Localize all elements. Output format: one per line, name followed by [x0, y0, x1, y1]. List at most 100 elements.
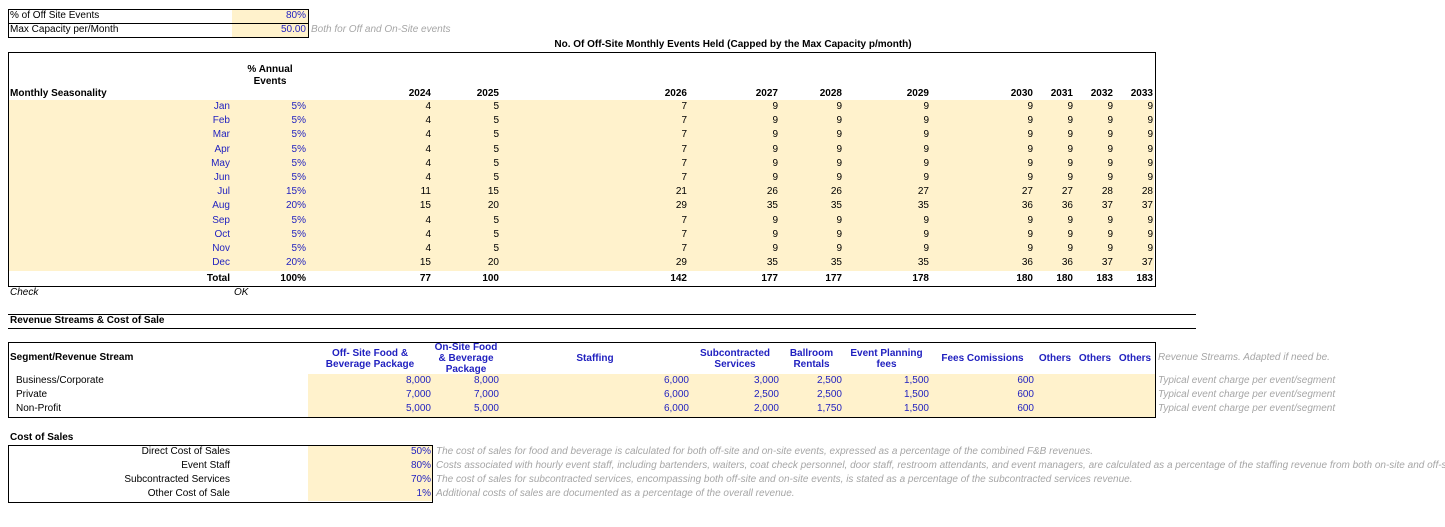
year-header: 2028	[819, 88, 842, 99]
event-count: 9	[1067, 214, 1073, 226]
revenue-value: 7,000	[473, 389, 499, 400]
revenue-value: 600	[1017, 375, 1034, 386]
event-count: 9	[836, 172, 842, 183]
month: Jun	[213, 172, 230, 183]
event-count: 36	[1061, 257, 1073, 269]
event-count: 9	[923, 143, 929, 155]
event-count: 5	[493, 243, 499, 254]
event-count: 9	[772, 115, 778, 127]
revenue-value: 2,500	[816, 389, 842, 400]
revenue-value: 2,500	[816, 375, 842, 386]
event-count: 9	[1067, 101, 1073, 112]
event-count: 9	[1147, 143, 1153, 155]
year-header: 2031	[1050, 88, 1073, 99]
event-count: 7	[681, 214, 687, 226]
event-count: 4	[425, 214, 431, 226]
event-count: 9	[836, 214, 842, 226]
event-count: 35	[830, 257, 842, 269]
event-count: 7	[681, 115, 687, 127]
revenue-value: 1,500	[903, 389, 929, 400]
month: Aug	[212, 200, 230, 212]
event-count: 9	[772, 143, 778, 155]
event-count: 15	[487, 186, 499, 198]
event-count: 5	[493, 228, 499, 240]
event-count: 5	[493, 214, 499, 226]
revenue-value: 8,000	[405, 375, 431, 386]
event-count: 9	[772, 214, 778, 226]
event-count: 9	[1147, 214, 1153, 226]
segment: Non-Profit	[16, 403, 62, 414]
revenue-value: 600	[1017, 403, 1034, 414]
input-note: Both for Off and On-Site events	[311, 24, 451, 35]
event-count: 35	[830, 200, 842, 212]
event-count: 37	[1101, 257, 1113, 269]
revenue-value: 6,000	[663, 375, 689, 386]
revenue-cells	[308, 374, 1155, 417]
segment-note: Typical event charge per event/segment	[1158, 375, 1336, 386]
event-count: 9	[923, 214, 929, 226]
cost-value: 50%	[410, 446, 431, 457]
event-count: 4	[425, 143, 431, 155]
month: Feb	[212, 115, 230, 127]
event-count: 9	[1147, 129, 1153, 141]
event-count: 9	[836, 101, 842, 112]
revenue-header: Fees Comissions	[941, 353, 1024, 364]
event-count: 5	[493, 143, 499, 155]
event-count: 9	[772, 172, 778, 183]
month: Apr	[214, 143, 230, 155]
cost-label: Event Staff	[181, 460, 230, 471]
seasonality-band	[9, 100, 1154, 271]
month: Nov	[212, 243, 230, 254]
year-header: 2025	[476, 88, 499, 99]
event-count: 9	[923, 157, 929, 169]
event-count: 5	[493, 101, 499, 112]
input-value: 80%	[285, 10, 306, 21]
total-share: 100%	[280, 273, 306, 284]
event-count: 9	[923, 115, 929, 127]
revenue-value: 5,000	[473, 403, 499, 414]
event-count: 7	[681, 129, 687, 141]
share-header: % Annual Events	[247, 64, 293, 87]
share: 5%	[291, 143, 306, 155]
event-count: 35	[766, 257, 778, 269]
cost-value: 80%	[410, 460, 431, 471]
event-count: 9	[772, 228, 778, 240]
event-count: 26	[766, 186, 778, 198]
cost-note: Additional costs of sales are documented…	[436, 488, 795, 499]
event-count: 5	[493, 157, 499, 169]
event-count: 35	[917, 200, 929, 212]
year-header: 2027	[755, 88, 778, 99]
revenue-value: 1,500	[903, 375, 929, 386]
input-label: Max Capacity per/Month	[10, 24, 119, 35]
section-title: Revenue Streams & Cost of Sale	[10, 315, 165, 326]
event-count: 9	[1107, 214, 1113, 226]
event-count: 9	[1067, 129, 1073, 141]
header-note: Revenue Streams. Adapted if need be.	[1158, 352, 1330, 363]
event-count: 36	[1021, 257, 1033, 269]
event-count: 5	[493, 115, 499, 127]
section-line	[8, 328, 1196, 329]
event-count: 11	[420, 186, 431, 198]
event-count: 5	[493, 172, 499, 183]
revenue-value: 6,000	[663, 403, 689, 414]
cost-value: 70%	[410, 474, 431, 485]
event-count: 7	[681, 157, 687, 169]
share: 5%	[291, 115, 306, 127]
event-count: 7	[681, 228, 687, 240]
event-count: 9	[1067, 157, 1073, 169]
share: 5%	[291, 214, 306, 226]
revenue-box	[8, 342, 1156, 418]
share: 5%	[291, 157, 306, 169]
year-header: 2033	[1130, 88, 1153, 99]
event-count: 9	[1107, 101, 1113, 112]
revenue-header: Staffing	[576, 353, 614, 364]
event-count: 9	[836, 228, 842, 240]
event-count: 9	[836, 115, 842, 127]
event-count: 4	[425, 101, 431, 112]
revenue-value: 3,000	[753, 375, 779, 386]
event-count: 4	[425, 172, 431, 183]
revenue-value: 5,000	[405, 403, 431, 414]
revenue-value: 600	[1017, 389, 1034, 400]
event-count: 9	[1027, 115, 1033, 127]
event-count: 37	[1141, 257, 1153, 269]
